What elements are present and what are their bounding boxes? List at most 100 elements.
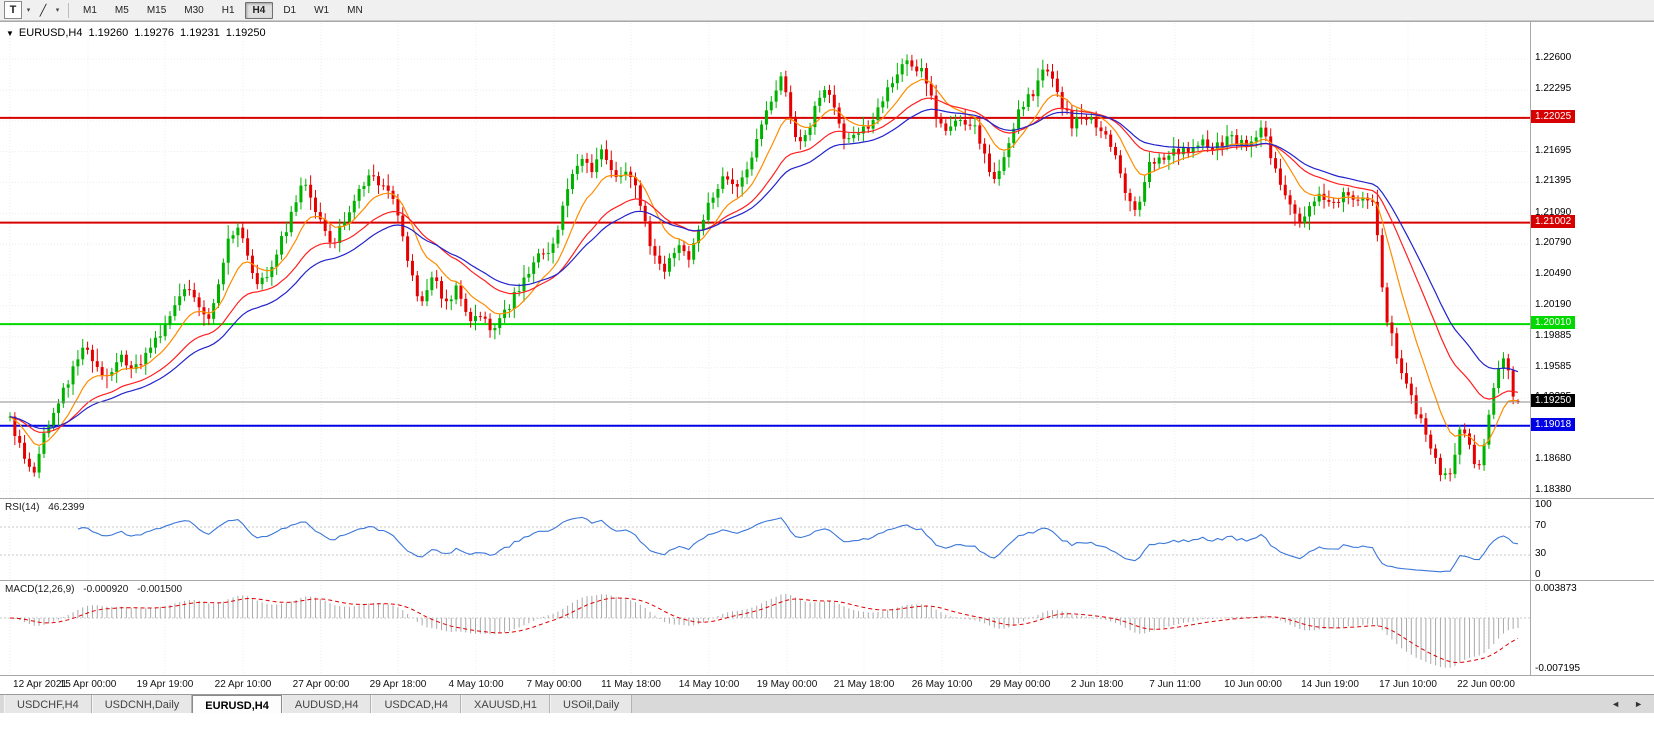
ma-slow-line — [9, 108, 1519, 430]
chart-tab-usdcnh-daily[interactable]: USDCNH,Daily — [91, 695, 193, 713]
time-axis-label: 10 Jun 00:00 — [1224, 679, 1282, 690]
chart-tab-bar: USDCHF,H4 USDCNH,Daily EURUSD,H4 AUDUSD,H4 U… — [0, 694, 1654, 713]
price-chart-canvas[interactable] — [0, 23, 1530, 499]
time-axis-label: 19 Apr 19:00 — [136, 679, 194, 690]
top-toolbar: T ▾ ╱ ▾ M1 M5 M15 M30 H1 H4 D1 W1 MN — [0, 0, 1654, 21]
macd-histogram — [14, 593, 1519, 668]
chart-tab-audusd-h4[interactable]: AUDUSD,H4 — [281, 695, 372, 713]
rsi-value: 46.2399 — [48, 502, 85, 513]
macd-label: MACD(12,26,9) — [5, 584, 75, 595]
timeframe-button-m15[interactable]: M15 — [146, 4, 167, 16]
rsi-axis-label: 100 — [1535, 499, 1552, 510]
chart-tools-group: T ▾ ╱ ▾ — [3, 0, 63, 20]
rsi-label: RSI(14) — [5, 502, 40, 513]
time-axis-label: 14 Jun 19:00 — [1301, 679, 1359, 690]
low-value: 1.19231 — [180, 27, 220, 39]
time-axis-label: 11 May 18:00 — [601, 679, 661, 690]
time-axis-label: 19 May 00:00 — [756, 679, 818, 690]
time-axis-label: 15 Apr 00:00 — [59, 679, 117, 690]
tab-scroll-left-button[interactable]: ◄ — [1611, 699, 1621, 709]
timeframe-button-d1[interactable]: D1 — [283, 4, 297, 16]
macd-axis-label: 0.003873 — [1535, 583, 1577, 594]
timeframe-button-w1[interactable]: W1 — [314, 4, 330, 16]
price-axis-label: 1.19885 — [1535, 329, 1572, 341]
price-level-badge: 1.19250 — [1531, 393, 1576, 407]
close-value: 1.19250 — [225, 27, 266, 39]
price-axis-label: 1.18380 — [1535, 484, 1572, 495]
symbol-label: EURUSD,H4 — [18, 27, 83, 39]
draw-tool-caret[interactable]: ▾ — [55, 7, 60, 14]
chart-tab-usdcad-h4[interactable]: USDCAD,H4 — [371, 695, 462, 713]
macd-indicator-panel: 0.003873 -0.007195 MACD(12,26,9) -0.00092… — [0, 580, 1654, 676]
price-level-badge: 1.19018 — [1531, 417, 1576, 431]
main-chart-panel: 1.226001.222951.219951.216951.213951.210… — [0, 21, 1654, 499]
timeframe-button-h4[interactable]: H4 — [244, 1, 274, 19]
price-level-badge: 1.21002 — [1531, 214, 1576, 228]
rsi-axis-label: 30 — [1535, 548, 1547, 559]
macd-canvas[interactable] — [0, 582, 1530, 676]
price-level-badge: 1.20010 — [1531, 316, 1576, 330]
timeframe-button-m30[interactable]: M30 — [184, 4, 204, 16]
rsi-axis: 100 70 30 0 — [1530, 499, 1654, 580]
text-tool-button[interactable]: T — [4, 1, 22, 19]
ma-medium-line — [9, 97, 1519, 433]
price-axis-label: 1.19585 — [1535, 360, 1572, 372]
timeframe-button-h1[interactable]: H1 — [221, 4, 235, 16]
chart-tab-eurusd-h4[interactable]: EURUSD,H4 — [192, 695, 282, 713]
macd-signal-line — [9, 597, 1519, 663]
price-axis-label: 1.20190 — [1535, 298, 1572, 310]
rsi-header: RSI(14) 46.2399 — [5, 502, 90, 513]
draw-tool-button[interactable]: ╱ — [39, 4, 47, 17]
chart-tab-usdchf-h4[interactable]: USDCHF,H4 — [4, 695, 92, 713]
vertical-gridlines — [9, 500, 1487, 581]
price-axis-label: 1.20490 — [1535, 268, 1572, 279]
time-axis-label: 7 Jun 11:00 — [1149, 679, 1201, 690]
time-axis-label: 21 May 18:00 — [833, 679, 895, 690]
rsi-axis-label: 70 — [1535, 520, 1547, 531]
time-axis-label: 4 May 10:00 — [448, 679, 504, 690]
rsi-canvas[interactable] — [0, 500, 1530, 581]
rsi-indicator-panel: 100 70 30 0 RSI(14) 46.2399 — [0, 498, 1654, 581]
chart-tab-xauusd-h1[interactable]: XAUUSD,H1 — [461, 695, 550, 713]
macd-axis: 0.003873 -0.007195 — [1530, 581, 1654, 675]
symbol-dropdown-icon[interactable]: ▼ — [6, 28, 14, 38]
time-axis-label: 26 May 10:00 — [911, 679, 973, 690]
price-axis-label: 1.20790 — [1535, 237, 1572, 249]
price-axis-label: 1.21090 — [1535, 206, 1572, 218]
candles-layer — [8, 54, 1520, 482]
time-axis-label: 29 Apr 18:00 — [369, 679, 427, 690]
time-axis-label: 22 Jun 00:00 — [1457, 679, 1515, 690]
timeframe-button-m5[interactable]: M5 — [114, 4, 129, 16]
price-axis: 1.226001.222951.219951.216951.213951.210… — [1530, 22, 1654, 498]
rsi-line — [77, 516, 1519, 573]
time-axis-label: 27 Apr 00:00 — [292, 679, 350, 690]
chart-symbol-header: ▼ EURUSD,H4 1.19260 1.19276 1.19231 1.19… — [6, 27, 272, 39]
price-level-badge: 1.22025 — [1531, 109, 1576, 123]
rsi-axis-label: 0 — [1535, 569, 1541, 580]
timeframe-button-mn[interactable]: MN — [347, 4, 363, 16]
vertical-gridlines — [9, 23, 1487, 499]
price-axis-label: 1.22600 — [1535, 52, 1572, 63]
chart-tabs: USDCHF,H4 USDCNH,Daily EURUSD,H4 AUDUSD,H4 U… — [4, 695, 633, 713]
macd-axis-label: -0.007195 — [1535, 663, 1581, 674]
tab-scroll-controls: ◄ ► — [1608, 695, 1646, 713]
chart-tab-usoil-daily[interactable]: USOil,Daily — [550, 695, 633, 713]
timeframe-button-m1[interactable]: M1 — [83, 4, 97, 16]
time-axis: 12 Apr 2021 15 Apr 00:00 19 Apr 19:00 22 Ap… — [0, 675, 1654, 694]
time-axis-label: 12 Apr 2021 — [13, 679, 67, 690]
high-value: 1.19276 — [134, 27, 175, 39]
price-axis-label: 1.21395 — [1535, 175, 1572, 187]
time-axis-label: 17 Jun 10:00 — [1379, 679, 1437, 690]
time-axis-label: 7 May 00:00 — [526, 679, 582, 690]
horizontal-gridlines — [0, 58, 1530, 492]
time-axis-label: 29 May 00:00 — [989, 679, 1051, 690]
text-tool-caret[interactable]: ▾ — [26, 7, 31, 14]
tab-scroll-right-button[interactable]: ► — [1634, 699, 1643, 709]
time-axis-label: 22 Apr 10:00 — [214, 679, 272, 690]
horizontal-level-lines — [0, 116, 1530, 427]
time-axis-label: 14 May 10:00 — [678, 679, 740, 690]
price-axis-label: 1.21695 — [1535, 144, 1572, 156]
price-axis-label: 1.18680 — [1535, 453, 1572, 465]
timeframe-group: M1 M5 M15 M30 H1 H4 D1 W1 MN — [74, 0, 372, 20]
ma-fast-line — [9, 78, 1519, 447]
